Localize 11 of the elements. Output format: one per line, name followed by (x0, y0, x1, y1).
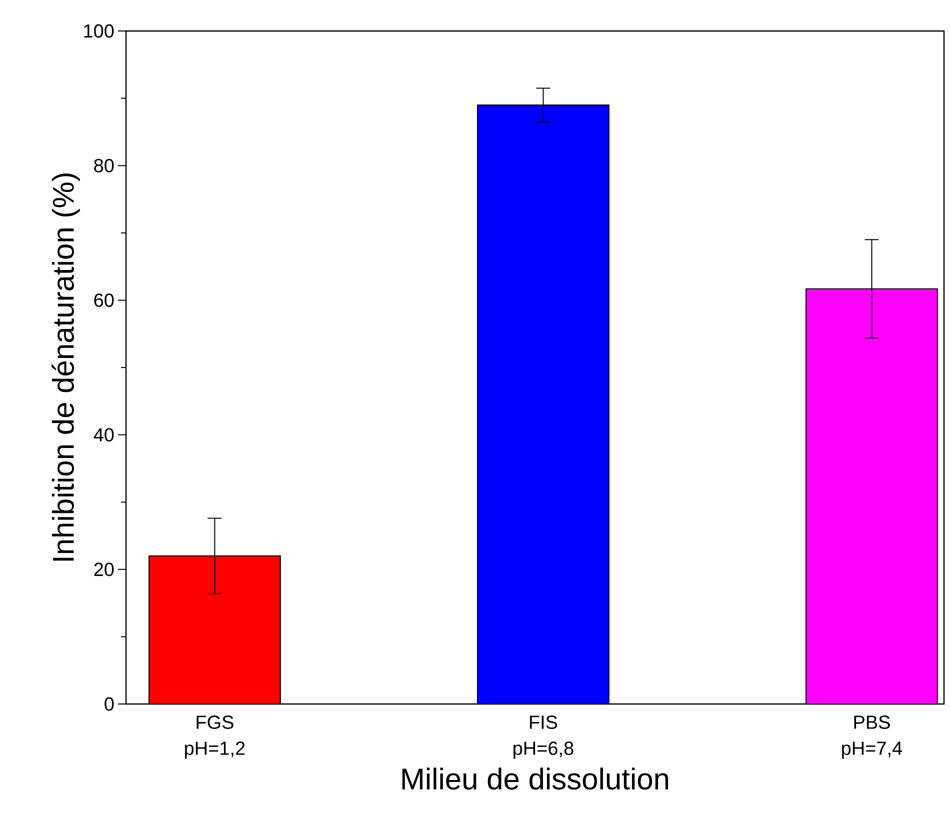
y-tick-label: 20 (94, 562, 114, 576)
y-tick-label: 60 (94, 293, 114, 307)
x-tick-label: FIS pH=6,8 (514, 716, 574, 759)
x-axis-title: Milieu de dissolution (402, 768, 668, 790)
y-tick-label: 80 (94, 158, 114, 172)
y-tick-label: 100 (84, 24, 114, 38)
y-axis-title: Inhibition de dénaturation (%) (52, 173, 80, 561)
x-tick-label: PBS pH=7,4 (842, 716, 902, 759)
x-tick-label: FGS pH=1,2 (185, 716, 245, 759)
y-tick-label: 0 (104, 697, 114, 711)
y-tick-label: 40 (94, 428, 114, 442)
